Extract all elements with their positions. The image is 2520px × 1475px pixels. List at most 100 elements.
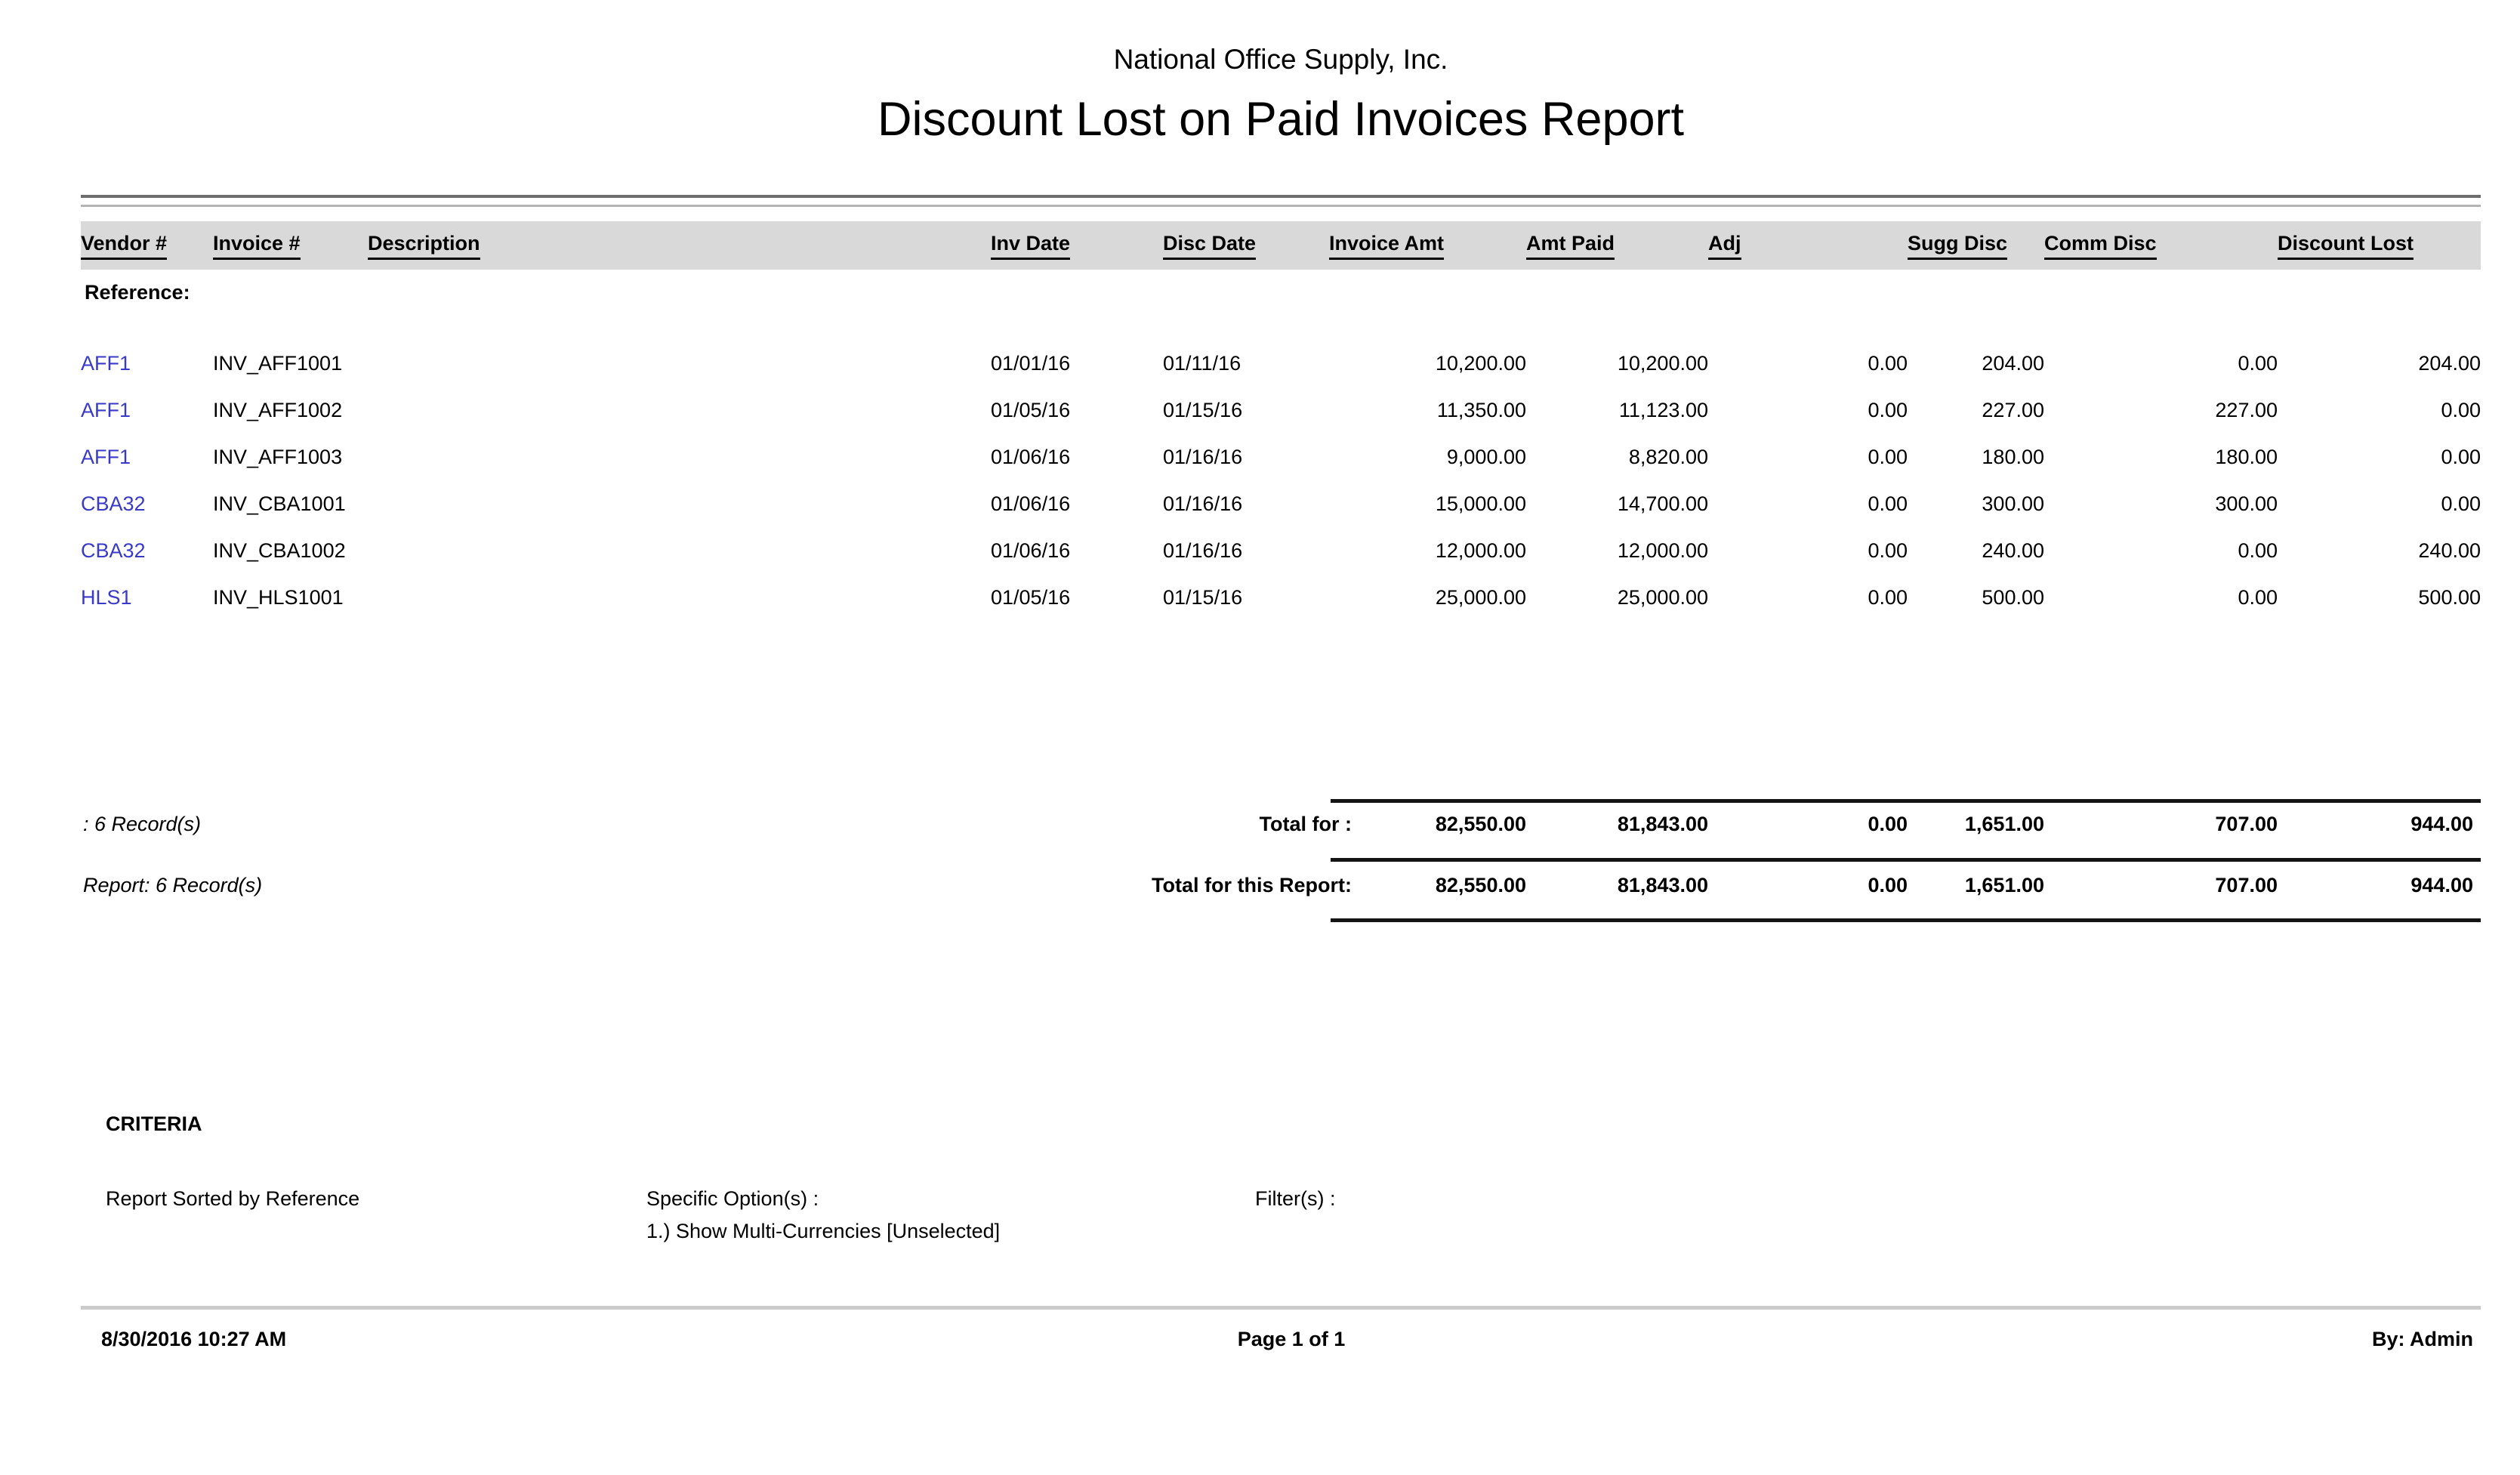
disc-date-cell: 01/15/16 [1163, 586, 1243, 609]
col-header-disc-date: Disc Date [1163, 221, 1329, 270]
table-header: Vendor # Invoice # Description Inv Date … [81, 221, 2481, 270]
description-cell [368, 378, 991, 425]
footer-generated-by: By: Admin [2372, 1328, 2473, 1350]
table-row: AFF1 INV_AFF1003 01/06/16 01/16/16 9,000… [81, 425, 2481, 472]
report-total-amt-paid: 81,843.00 [1617, 874, 1708, 896]
adj-cell: 0.00 [1868, 539, 1908, 562]
disc-date-cell: 01/16/16 [1163, 492, 1243, 515]
group-total-invoice-amt: 82,550.00 [1435, 813, 1526, 835]
adj-cell: 0.00 [1868, 446, 1908, 468]
description-cell [368, 519, 991, 566]
sugg-disc-cell: 180.00 [1982, 446, 2044, 468]
comm-disc-cell: 227.00 [2215, 399, 2278, 421]
group-label: Reference: [85, 281, 190, 304]
vendor-link[interactable]: CBA32 [81, 539, 146, 562]
adj-cell: 0.00 [1868, 399, 1908, 421]
invoice-amt-cell: 11,350.00 [1436, 399, 1526, 421]
report-total-discount-lost: 944.00 [2411, 874, 2473, 896]
discount-lost-cell: 0.00 [2441, 446, 2481, 468]
comm-disc-cell: 0.00 [2238, 539, 2278, 562]
group-header-row: Reference: [81, 270, 2481, 315]
inv-date-cell: 01/06/16 [991, 539, 1071, 562]
comm-disc-cell: 180.00 [2215, 446, 2278, 468]
sugg-disc-cell: 240.00 [1982, 539, 2044, 562]
sugg-disc-cell: 204.00 [1982, 352, 2044, 375]
amt-paid-cell: 10,200.00 [1617, 352, 1708, 375]
description-cell [368, 472, 991, 519]
discount-lost-cell: 204.00 [2418, 352, 2481, 375]
sugg-disc-cell: 500.00 [1982, 586, 2044, 609]
title-divider-dark [81, 195, 2481, 198]
amt-paid-cell: 25,000.00 [1617, 586, 1708, 609]
invoice-number-cell: INV_CBA1001 [213, 492, 346, 515]
report-total-invoice-amt: 82,550.00 [1435, 874, 1526, 896]
amt-paid-cell: 8,820.00 [1628, 446, 1708, 468]
invoice-amt-cell: 9,000.00 [1446, 446, 1526, 468]
report-total-sugg-disc: 1,651.00 [1964, 874, 2044, 896]
col-header-adj: Adj [1708, 221, 1908, 270]
col-header-description: Description [368, 221, 991, 270]
comm-disc-cell: 0.00 [2238, 586, 2278, 609]
col-header-invoice-amt: Invoice Amt [1329, 221, 1526, 270]
discount-lost-cell: 0.00 [2441, 399, 2481, 421]
table-row: AFF1 INV_AFF1001 01/01/16 01/11/16 10,20… [81, 315, 2481, 378]
table-row: CBA32 INV_CBA1002 01/06/16 01/16/16 12,0… [81, 519, 2481, 566]
title-divider-light [81, 205, 2481, 207]
report-total-row: Report: 6 Record(s) Total for this Repor… [0, 870, 2520, 900]
invoice-number-cell: INV_HLS1001 [213, 586, 344, 609]
disc-date-cell: 01/11/16 [1163, 352, 1241, 375]
group-record-count: : 6 Record(s) [83, 813, 202, 835]
disc-date-cell: 01/15/16 [1163, 399, 1243, 421]
vendor-link[interactable]: AFF1 [81, 399, 131, 421]
amt-paid-cell: 11,123.00 [1618, 399, 1708, 421]
footer-timestamp: 8/30/2016 10:27 AM [101, 1328, 287, 1350]
col-header-vendor: Vendor # [81, 221, 213, 270]
adj-cell: 0.00 [1868, 492, 1908, 515]
discount-lost-cell: 240.00 [2418, 539, 2481, 562]
vendor-link[interactable]: HLS1 [81, 586, 132, 609]
amt-paid-cell: 12,000.00 [1617, 539, 1708, 562]
col-header-sugg-disc: Sugg Disc [1908, 221, 2044, 270]
criteria-specific-options-label: Specific Option(s) : [646, 1187, 819, 1210]
report-total-rule-top [1331, 858, 2481, 862]
vendor-link[interactable]: AFF1 [81, 446, 131, 468]
criteria-heading: CRITERIA [106, 1112, 202, 1135]
discount-lost-cell: 500.00 [2418, 586, 2481, 609]
report-total-rule-bottom [1331, 918, 2481, 922]
page-title: Discount Lost on Paid Invoices Report [877, 93, 1685, 146]
inv-date-cell: 01/06/16 [991, 492, 1071, 515]
report-total-label: Total for this Report: [1152, 874, 1352, 896]
adj-cell: 0.00 [1868, 586, 1908, 609]
sugg-disc-cell: 300.00 [1982, 492, 2044, 515]
inv-date-cell: 01/05/16 [991, 399, 1071, 421]
disc-date-cell: 01/16/16 [1163, 539, 1243, 562]
footer-divider [81, 1306, 2481, 1310]
report-total-adj: 0.00 [1868, 874, 1908, 896]
company-name: National Office Supply, Inc. [1113, 44, 1448, 75]
description-cell [368, 566, 991, 613]
invoice-number-cell: INV_CBA1002 [213, 539, 346, 562]
description-cell [368, 315, 991, 378]
group-total-discount-lost: 944.00 [2411, 813, 2473, 835]
discount-lost-cell: 0.00 [2441, 492, 2481, 515]
criteria-sorted-by: Report Sorted by Reference [106, 1187, 360, 1210]
col-header-inv-date: Inv Date [991, 221, 1163, 270]
invoice-table: Vendor # Invoice # Description Inv Date … [81, 221, 2481, 613]
col-header-invoice: Invoice # [213, 221, 368, 270]
inv-date-cell: 01/05/16 [991, 586, 1071, 609]
vendor-link[interactable]: CBA32 [81, 492, 146, 515]
col-header-discount-lost: Discount Lost [2278, 221, 2481, 270]
invoice-number-cell: INV_AFF1001 [213, 352, 343, 375]
group-total-adj: 0.00 [1868, 813, 1908, 835]
vendor-link[interactable]: AFF1 [81, 352, 131, 375]
table-row: CBA32 INV_CBA1001 01/06/16 01/16/16 15,0… [81, 472, 2481, 519]
criteria-filters-label: Filter(s) : [1255, 1187, 1336, 1210]
invoice-amt-cell: 12,000.00 [1435, 539, 1526, 562]
group-total-sugg-disc: 1,651.00 [1964, 813, 2044, 835]
invoice-number-cell: INV_AFF1003 [213, 446, 343, 468]
report-total-comm-disc: 707.00 [2215, 874, 2278, 896]
table-row: AFF1 INV_AFF1002 01/05/16 01/15/16 11,35… [81, 378, 2481, 425]
inv-date-cell: 01/01/16 [991, 352, 1071, 375]
footer-page-number: Page 1 of 1 [1237, 1328, 1346, 1350]
